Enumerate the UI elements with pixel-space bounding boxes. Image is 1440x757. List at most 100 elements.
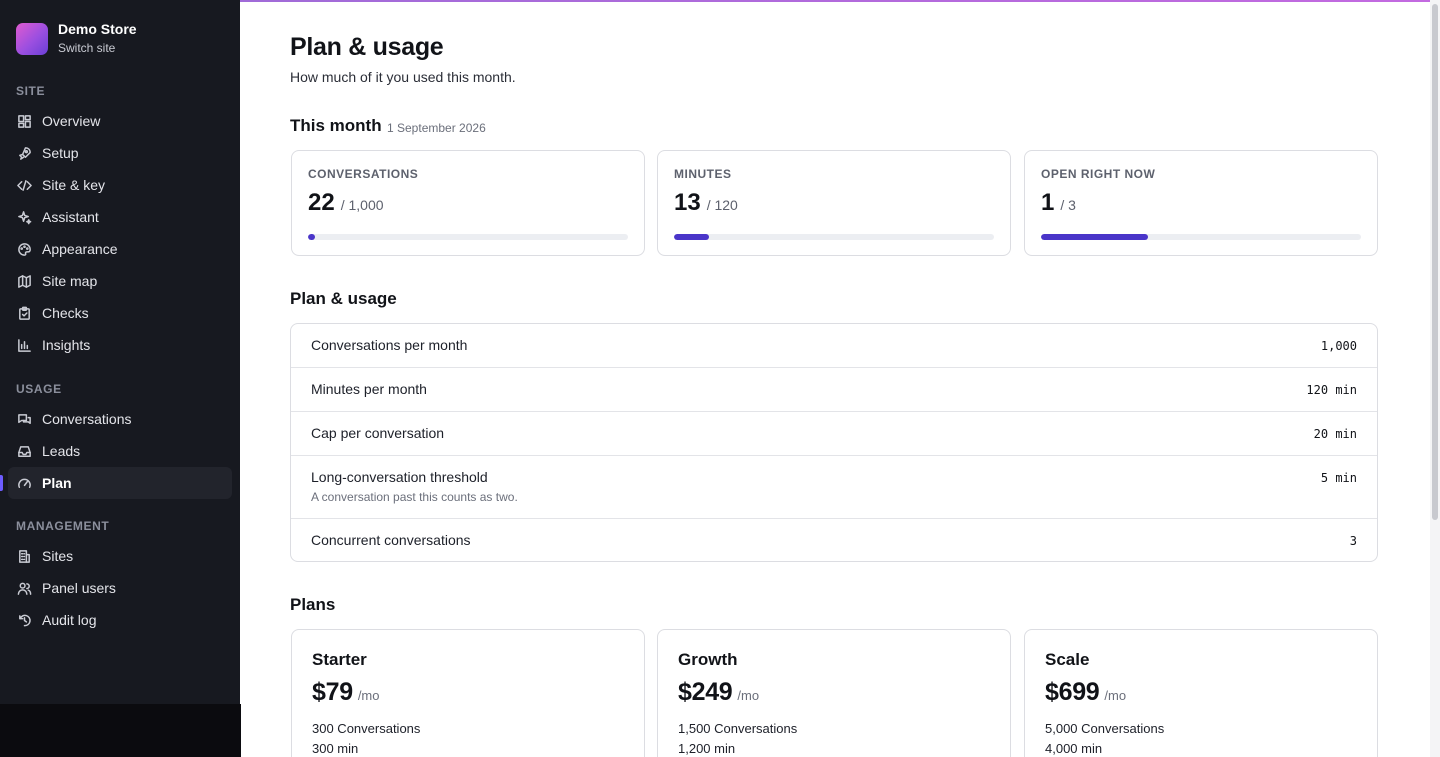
nav-usage: Conversations Leads Plan (0, 403, 232, 499)
rocket-icon (16, 145, 32, 161)
stat-label: MINUTES (674, 167, 732, 181)
sidebar-item-insights[interactable]: Insights (8, 329, 232, 361)
stat-label: OPEN RIGHT NOW (1041, 167, 1156, 181)
limit-value: 20 min (1313, 427, 1357, 441)
nav-site: Overview Setup Site & key Assistant Appe… (8, 105, 232, 361)
nav-management: Sites Panel users Audit log (8, 540, 232, 636)
section-label-usage: USAGE (16, 382, 62, 396)
clipboard-check-icon (16, 305, 32, 321)
usage-progress-bar (308, 234, 628, 240)
stat-max: / 1,000 (340, 197, 384, 213)
sidebar-item-checks[interactable]: Checks (8, 297, 232, 329)
table-row: Long-conversation threshold A conversati… (291, 456, 1377, 519)
sidebar-item-conversations[interactable]: Conversations (8, 403, 232, 435)
table-row: Cap per conversation 20 min (291, 412, 1377, 456)
limit-value: 1,000 (1320, 339, 1357, 353)
limit-label: Long-conversation threshold (311, 469, 488, 485)
stat-card-open-now: OPEN RIGHT NOW 1 / 3 (1024, 150, 1378, 256)
stat-value: 22 (308, 189, 335, 216)
code-icon (16, 177, 32, 193)
plan-price: $699 (1045, 678, 1100, 706)
inbox-icon (16, 443, 32, 459)
plan-name: Growth (678, 650, 738, 669)
section-label-management: MANAGEMENT (16, 519, 110, 533)
limit-label: Cap per conversation (311, 425, 445, 441)
sidebar-item-audit-log[interactable]: Audit log (8, 604, 232, 636)
sidebar-item-setup[interactable]: Setup (8, 137, 232, 169)
plan-card-scale[interactable]: Scale $699 /mo 5,000 Conversations 4,000… (1024, 629, 1378, 757)
plan-card-growth[interactable]: Growth $249 /mo 1,500 Conversations 1,20… (657, 629, 1011, 757)
sidebar-item-appearance[interactable]: Appearance (8, 233, 232, 265)
sidebar-item-sites[interactable]: Sites (8, 540, 232, 572)
sidebar-item-site-key[interactable]: Site & key (8, 169, 232, 201)
usage-progress-bar (674, 234, 994, 240)
table-row: Concurrent conversations 3 (291, 519, 1377, 561)
plan-feature: 4,000 min (1045, 741, 1103, 756)
plan-feature: 1,500 Conversations (678, 721, 798, 736)
usage-progress-bar (1041, 234, 1361, 240)
users-icon (16, 580, 32, 596)
progress-fill (1041, 234, 1148, 240)
progress-fill (674, 234, 709, 240)
this-month-heading: This month (290, 116, 382, 135)
palette-icon (16, 241, 32, 257)
map-icon (16, 273, 32, 289)
chat-icon (16, 411, 32, 427)
switch-site-link[interactable]: Switch site (58, 41, 116, 55)
scroll-thumb[interactable] (1432, 4, 1438, 520)
limit-label: Concurrent conversations (311, 532, 471, 548)
sparkle-icon (16, 209, 32, 225)
plan-feature: 1,200 min (678, 741, 736, 756)
store-name: Demo Store (58, 21, 137, 37)
sidebar-item-leads[interactable]: Leads (8, 435, 232, 467)
limit-hint: A conversation past this counts as two. (311, 490, 518, 504)
sidebar-item-label: Assistant (42, 209, 99, 225)
plan-price: $79 (312, 678, 353, 706)
top-accent-bar (240, 0, 1430, 2)
plan-period: /mo (1104, 688, 1127, 703)
page-title: Plan & usage (290, 33, 444, 61)
limit-value: 5 min (1320, 471, 1357, 485)
this-month-date: 1 September 2026 (387, 121, 486, 135)
plan-usage-heading: Plan & usage (290, 289, 397, 308)
sidebar-item-label: Site map (42, 273, 98, 289)
stat-label: CONVERSATIONS (308, 167, 419, 181)
sidebar-item-label: Leads (42, 443, 81, 459)
sidebar-item-panel-users[interactable]: Panel users (8, 572, 232, 604)
limit-label: Minutes per month (311, 381, 427, 397)
sidebar-item-label: Checks (42, 305, 89, 321)
stat-max: / 3 (1060, 197, 1076, 213)
progress-fill (308, 234, 316, 240)
sidebar-item-plan[interactable]: Plan (0, 467, 232, 499)
bar-chart-icon (16, 337, 32, 353)
plan-period: /mo (737, 688, 760, 703)
stat-value: 13 (674, 189, 701, 216)
plan-feature: 300 min (312, 741, 359, 756)
store-logo (16, 22, 48, 55)
plan-period: /mo (357, 688, 380, 703)
building-icon (16, 548, 32, 564)
sidebar-item-site-map[interactable]: Site map (8, 265, 232, 297)
plan-limits-table: Conversations per month 1,000 Minutes pe… (290, 323, 1378, 562)
plans-heading: Plans (290, 595, 336, 614)
sidebar-item-overview[interactable]: Overview (8, 105, 232, 137)
stat-max: / 120 (706, 197, 738, 213)
limit-label: Conversations per month (311, 337, 468, 353)
sidebar-item-label: Conversations (42, 411, 132, 427)
page-scrollbar[interactable] (1430, 0, 1440, 757)
plan-name: Scale (1045, 650, 1090, 669)
sidebar-item-label: Plan (42, 475, 72, 491)
sidebar-item-label: Panel users (42, 580, 116, 596)
history-icon (16, 612, 32, 628)
sidebar-footer (0, 704, 241, 757)
plan-card-starter[interactable]: Starter $79 /mo 300 Conversations 300 mi… (291, 629, 645, 757)
sidebar-item-label: Sites (42, 548, 74, 564)
stat-card-minutes: MINUTES 13 / 120 (657, 150, 1011, 256)
sidebar-item-label: Insights (42, 337, 91, 353)
sidebar-item-assistant[interactable]: Assistant (8, 201, 232, 233)
plan-name: Starter (312, 650, 367, 669)
store-switcher[interactable]: Demo Store Switch site (16, 21, 137, 56)
sidebar-item-label: Audit log (42, 612, 97, 628)
sidebar-item-label: Setup (42, 145, 79, 161)
section-label-site: SITE (16, 84, 46, 98)
